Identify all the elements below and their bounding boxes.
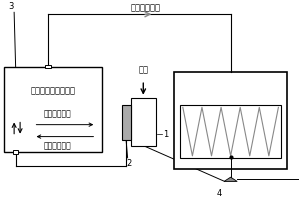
Bar xyxy=(130,98,156,146)
Bar xyxy=(180,105,281,158)
Text: 超声信号发射: 超声信号发射 xyxy=(44,110,72,119)
Text: 回波信号输出: 回波信号输出 xyxy=(130,3,160,12)
Text: 1: 1 xyxy=(164,130,169,139)
Bar xyxy=(4,67,102,152)
Text: 2: 2 xyxy=(127,159,132,168)
Bar xyxy=(13,150,18,154)
Text: 回波信号输入: 回波信号输入 xyxy=(44,141,72,150)
Text: 超声脉冲发射接收器: 超声脉冲发射接收器 xyxy=(31,86,76,95)
Text: 4: 4 xyxy=(217,189,222,198)
Bar xyxy=(122,105,130,140)
Text: 3: 3 xyxy=(8,2,14,11)
Bar xyxy=(174,72,287,169)
Bar xyxy=(45,65,51,68)
Polygon shape xyxy=(224,177,237,181)
Text: 加载: 加载 xyxy=(138,65,148,74)
